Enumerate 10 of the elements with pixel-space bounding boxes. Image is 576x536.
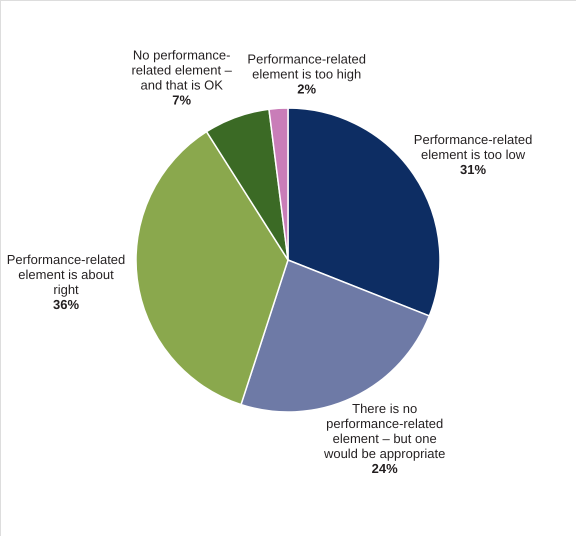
slice-label: Performance-related element is too low: [414, 132, 532, 162]
slice-label: There is no performance-related element – but one would be appropriate: [322, 401, 446, 462]
data-label: 36%: [53, 297, 80, 312]
data-label: 24%: [372, 461, 398, 476]
slice-label: Performance-related element is too high: [247, 51, 366, 82]
data-label: 2%: [297, 81, 317, 96]
slice-label: Performance-related element is about right: [6, 252, 126, 298]
slice-label: No performance-related element – and that is OK: [131, 47, 233, 92]
data-label: 31%: [460, 162, 487, 177]
data-label: 7%: [172, 92, 192, 108]
